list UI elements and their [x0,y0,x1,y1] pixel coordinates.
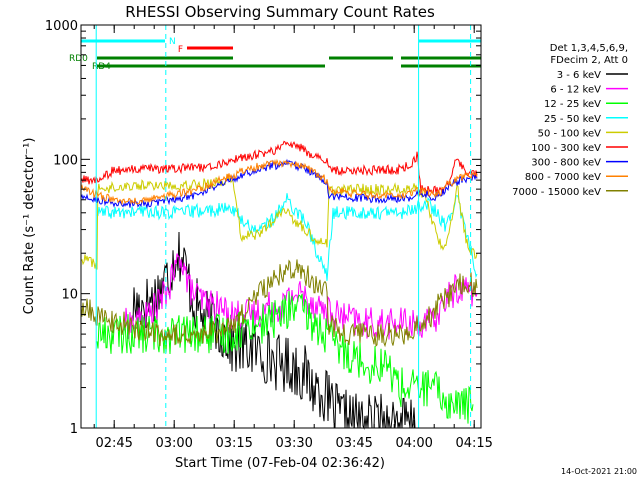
x-axis-label: Start Time (07-Feb-04 02:36:42) [175,456,385,471]
plot-frame [80,24,482,429]
series-line-7 [80,158,478,209]
legend-label-1: 3 - 6 keV [557,70,601,81]
legend-header-line: FDecim 2, Att 0 [550,55,628,66]
flag-label-rd0: RD0 [69,54,88,64]
x-tick-label: 03:00 [155,436,192,451]
x-tick-label: 04:15 [455,436,492,451]
axes-layer: 1 10 100 1000 02:45 03:00 03:15 03:30 03:45 04:00… [45,19,493,451]
x-tick-label: 04:00 [395,436,432,451]
legend-label-5: 50 - 100 keV [538,128,602,139]
vlines-layer [95,25,472,428]
flags-layer: NF RD0 RD4 [69,37,481,72]
legend-label-9: 7000 - 15000 keV [512,187,601,198]
series-line-6 [80,140,478,196]
y-tick-label: 100 [53,153,78,168]
legend-label-3: 12 - 25 keV [544,99,601,110]
flag-label-flare: F [178,45,183,55]
legend: Det 1,3,4,5,6,9,FDecim 2, Att 0 3 - 6 keV… [512,43,628,198]
legend-label-7: 300 - 800 keV [531,158,601,169]
x-tick-label: 02:45 [95,436,132,451]
flag-label-night: N [169,37,176,47]
legend-label-6: 100 - 300 keV [531,143,601,154]
series-line-1 [132,231,417,430]
x-tick-label: 03:15 [215,436,252,451]
y-tick-label: 1 [70,422,78,437]
series-line-9 [80,259,478,348]
series-line-8 [80,158,478,206]
y-tick-label: 1000 [45,19,78,34]
legend-header-line: Det 1,3,4,5,6,9, [550,43,628,54]
legend-label-2: 6 - 12 keV [550,85,601,96]
x-tick-label: 03:30 [275,436,312,451]
flag-label-rd4: RD4 [92,62,111,72]
series-line-4 [96,193,478,281]
x-tick-label: 03:45 [335,436,372,451]
legend-label-4: 25 - 50 keV [544,114,601,125]
legend-label-8: 800 - 7000 keV [525,172,601,183]
series-layer [80,140,478,430]
y-tick-label: 10 [61,288,78,303]
y-axis-label: Count Rate (s⁻¹ detector⁻¹) [22,138,37,315]
chart-title: RHESSI Observing Summary Count Rates [125,3,435,21]
timestamp: 14-Oct-2021 21:00 [561,467,637,476]
